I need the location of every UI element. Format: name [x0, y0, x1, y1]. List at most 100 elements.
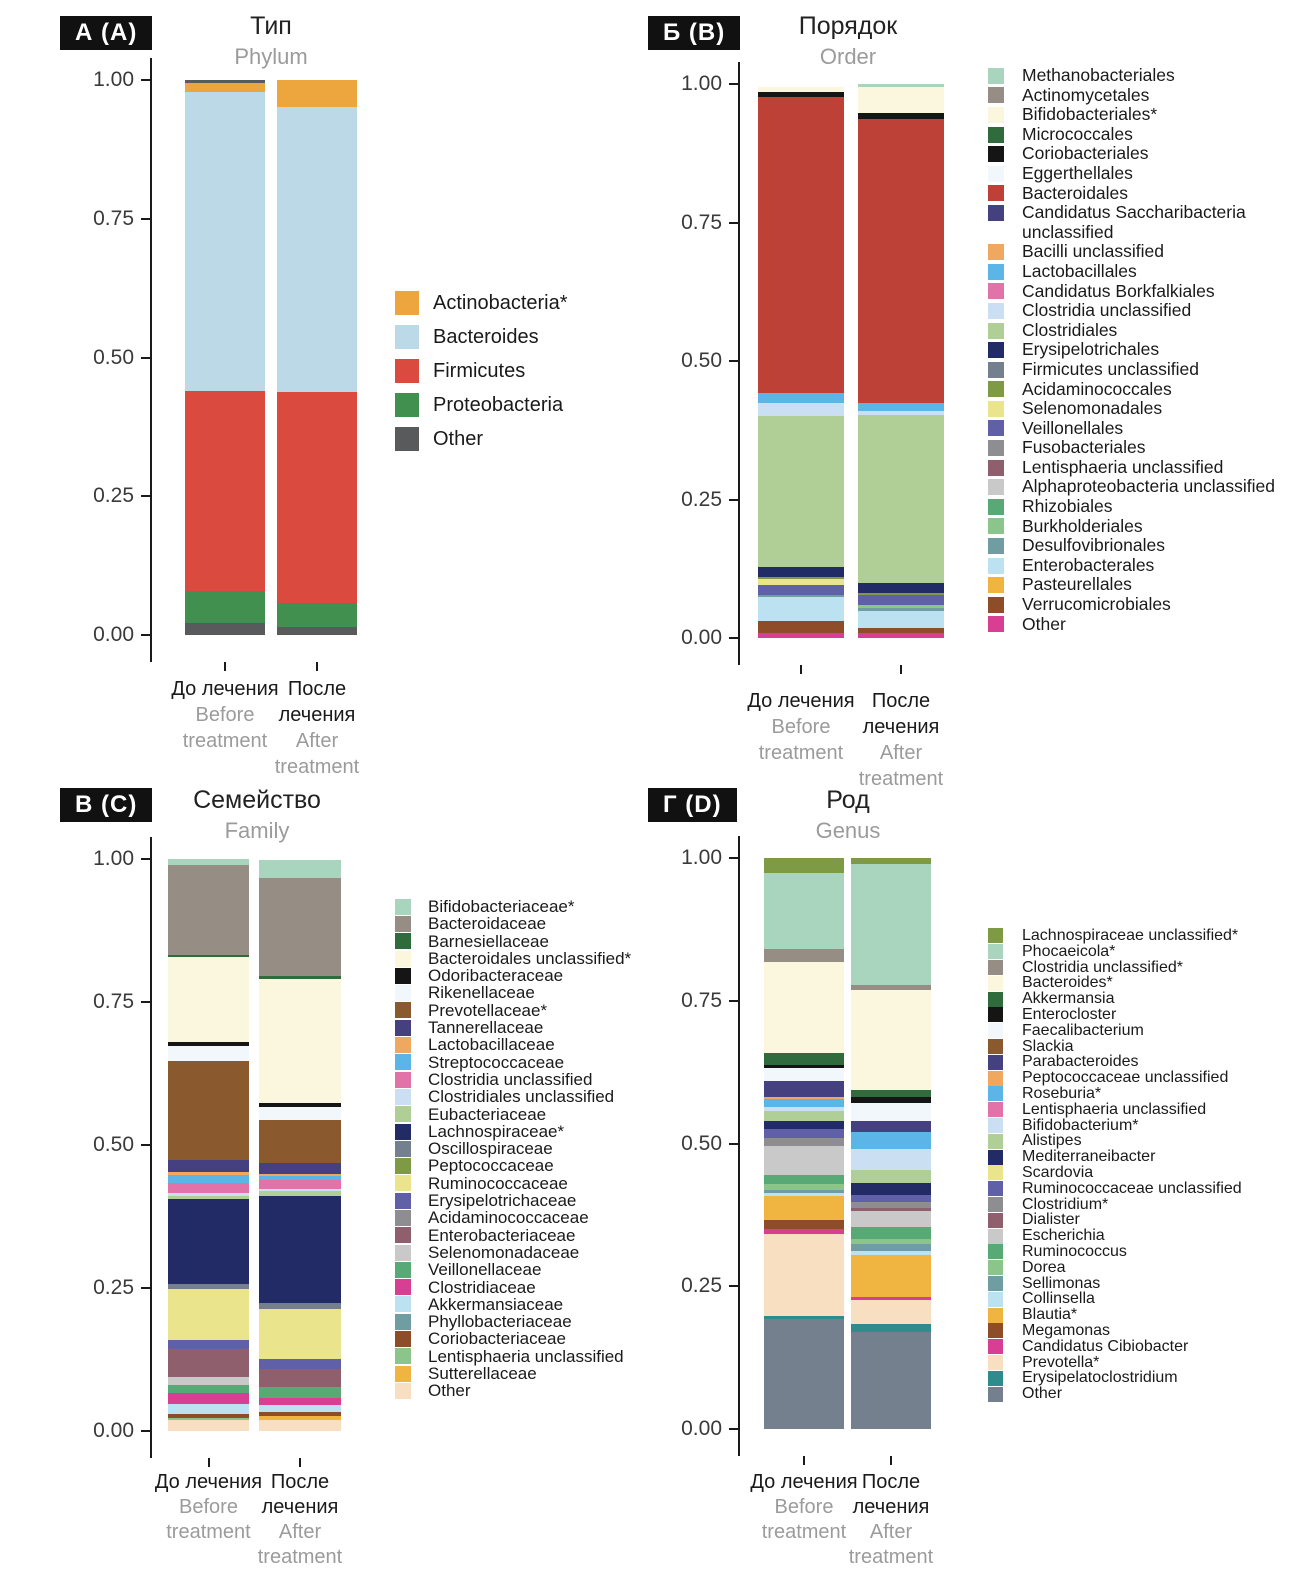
legend-item: Erysipelotrichaceae	[395, 1192, 631, 1209]
legend-label: Erysipelatoclostridium	[1022, 1369, 1178, 1387]
stacked-bar	[758, 87, 844, 638]
legend-swatch	[988, 959, 1003, 975]
legend-item: Other	[395, 1382, 631, 1400]
legend-swatch	[395, 1123, 411, 1140]
bar-segment	[858, 119, 944, 404]
x-tick	[803, 1456, 805, 1465]
x-category-ru: После	[871, 690, 931, 712]
legend-swatch	[988, 342, 1004, 359]
stacked-bar	[764, 858, 844, 1429]
bar-segment	[259, 1188, 341, 1192]
x-category-en: Before	[179, 1496, 238, 1518]
legend-item: Veillonellales	[988, 418, 1314, 439]
bar-segment	[758, 632, 844, 638]
stacked-bar	[851, 858, 931, 1429]
bar-segment	[764, 1096, 844, 1099]
legend-label: Lachnospiraceae unclassified*	[1022, 927, 1239, 944]
bar-segment	[168, 957, 249, 1042]
legend-label: Bifidobacteriaceae*	[428, 897, 575, 916]
x-category-en: treatment	[257, 1546, 343, 1568]
legend-item: Selenomonadales	[988, 398, 1314, 419]
bar-segment	[851, 1211, 931, 1228]
legend-swatch	[988, 67, 1004, 84]
bar-segment	[858, 593, 944, 596]
legend-label: Burkholderiales	[1022, 515, 1143, 536]
legend-swatch	[988, 577, 1004, 594]
y-tick	[141, 79, 150, 81]
legend-label: Selenomonadaceae	[428, 1242, 580, 1262]
legend-swatch	[988, 1165, 1003, 1181]
legend-swatch	[988, 1370, 1003, 1386]
legend-swatch	[988, 1354, 1003, 1370]
legend-item: Fusobacteriales	[988, 438, 1314, 458]
stacked-bar	[858, 84, 944, 638]
y-tick-label: 0.00	[681, 626, 722, 649]
bar-segment	[764, 1228, 844, 1235]
legend-item: Lentisphaeria unclassified	[395, 1347, 631, 1365]
x-category-label: До лечения Before treatment	[124, 1470, 294, 1545]
y-axis-line	[150, 837, 152, 1458]
panel-label-a: А (A)	[60, 16, 153, 50]
panel-title-ru: Тип	[250, 12, 292, 40]
legend-item: Slackia	[988, 1038, 1242, 1055]
bar-segment	[764, 1128, 844, 1138]
legend-swatch	[988, 1149, 1003, 1165]
legend-item: Lachnospiraceae*	[395, 1123, 631, 1140]
bar-segment	[851, 1296, 931, 1301]
legend-swatch	[988, 1117, 1003, 1133]
legend-label: Eggerthellales	[1022, 162, 1133, 183]
bar-segment	[851, 858, 931, 865]
legend-item: Tannerellaceae	[395, 1019, 631, 1036]
bar-segment	[851, 1090, 931, 1097]
bar-segment	[858, 414, 944, 584]
legend-swatch	[395, 1348, 411, 1365]
x-category-label: После лечения After treatment	[806, 1470, 976, 1570]
y-tick	[729, 857, 738, 859]
legend-label: Bifidobacteriales*	[1022, 104, 1158, 125]
legend-label: Tannerellaceae	[428, 1018, 544, 1038]
y-tick-label: 0.75	[681, 210, 722, 234]
legend-swatch	[395, 1054, 411, 1071]
legend-d: Lachnospiraceae unclassified* Phocaeicola…	[988, 928, 1242, 1402]
legend-label: Collinsella	[1022, 1290, 1095, 1308]
legend-label: Clostridia unclassified	[1022, 300, 1192, 321]
legend-item: Proteobacteria	[395, 388, 568, 422]
legend-item: Lactobacillaceae	[395, 1035, 631, 1055]
bar-segment	[764, 949, 844, 962]
legend-item: Clostridiaceae	[395, 1278, 631, 1296]
x-category-ru: До лечения	[747, 690, 855, 712]
legend-label: Clostridium*	[1022, 1195, 1109, 1213]
bar-segment	[185, 82, 265, 92]
legend-label: Alistipes	[1022, 1132, 1082, 1150]
legend-swatch	[988, 1070, 1003, 1086]
bar-segment	[168, 1061, 249, 1160]
legend-item: Other	[988, 1386, 1242, 1402]
bar-segment	[259, 1302, 341, 1310]
bar-segment	[168, 1175, 249, 1183]
legend-item: Mediterraneibacter	[988, 1149, 1242, 1165]
x-category-label: До лечения Before treatment	[719, 1470, 889, 1545]
bar-segment	[851, 1096, 931, 1103]
legend-label: Roseburia*	[1022, 1084, 1102, 1102]
y-tick-label: 0.50	[681, 1131, 722, 1155]
legend-a: Actinobacteria* Bacteroides Firmicutes Prot…	[395, 286, 568, 456]
bar-segment	[259, 1103, 341, 1108]
legend-item: Oscillospiraceae	[395, 1140, 631, 1157]
legend-swatch	[988, 1228, 1003, 1244]
legend-label: Sutterellaceae	[428, 1364, 537, 1384]
legend-item: Rikenellaceae	[395, 984, 631, 1002]
legend-item: Acidaminococcales	[988, 379, 1314, 400]
legend-label: Phyllobacteriaceae	[428, 1312, 572, 1332]
legend-label: Bifidobacterium*	[1022, 1116, 1139, 1134]
legend-label: Other	[1022, 1385, 1063, 1403]
bar-segment	[259, 1180, 341, 1189]
legend-swatch	[395, 1331, 411, 1348]
legend-item: Parabacteroides	[988, 1054, 1242, 1070]
bar-segment	[764, 1219, 844, 1229]
bar-segment	[259, 1412, 341, 1417]
bar-segment	[758, 567, 844, 577]
legend-label: Megamonas	[1022, 1321, 1111, 1339]
legend-swatch	[395, 1279, 411, 1296]
legend-label: Lactobacillaceae	[428, 1035, 555, 1055]
legend-item: Candidatus Saccharibacteria unclassified	[988, 202, 1314, 242]
